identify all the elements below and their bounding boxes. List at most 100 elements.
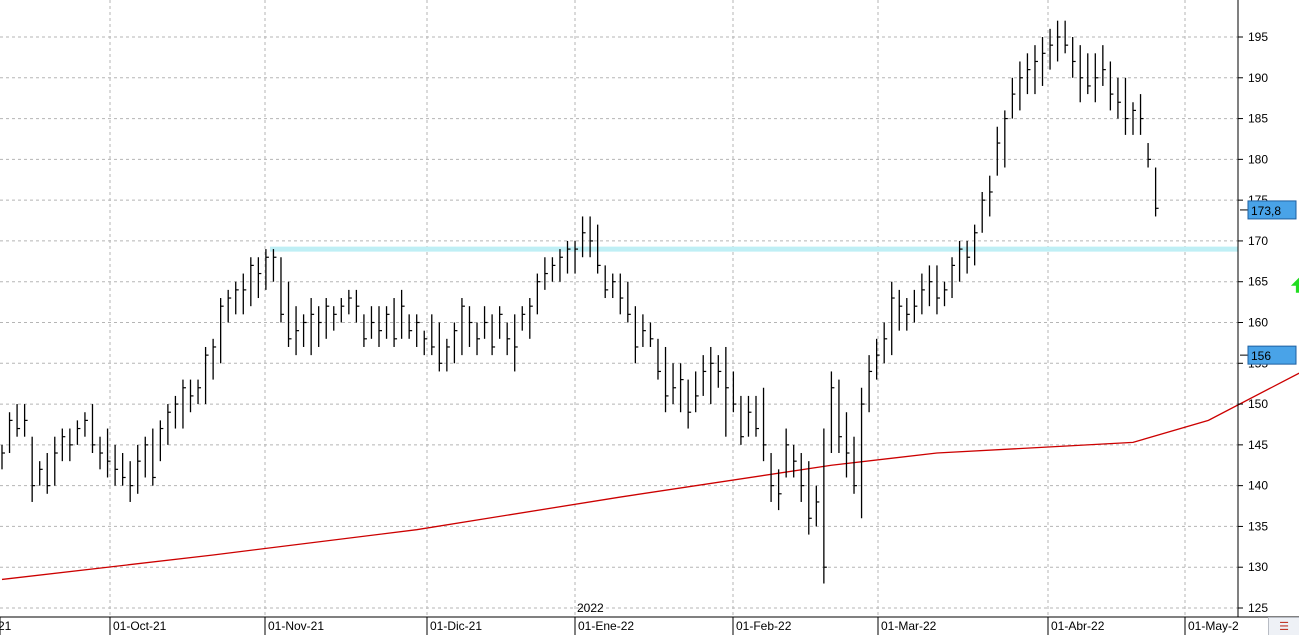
ohlc-bar bbox=[174, 395, 179, 429]
ohlc-bar bbox=[936, 265, 940, 315]
ohlc-bar bbox=[642, 314, 646, 347]
ohlc-bar bbox=[1124, 77, 1129, 135]
y-tick-label: 130 bbox=[1248, 560, 1268, 574]
ohlc-bar bbox=[287, 281, 292, 347]
ohlc-bar bbox=[212, 338, 217, 380]
ohlc-bar bbox=[1064, 20, 1069, 54]
ohlc-bar bbox=[1041, 37, 1046, 86]
ohlc-bar bbox=[1049, 28, 1054, 70]
y-tick-label: 145 bbox=[1248, 438, 1268, 452]
ohlc-bar bbox=[823, 428, 827, 584]
price-labels-layer: 173,8 156 bbox=[1240, 200, 1297, 365]
ohlc-bar bbox=[476, 322, 481, 356]
ohlc-bar bbox=[318, 306, 322, 347]
ohlc-bar bbox=[883, 322, 888, 364]
x-tick-label: 01-Dic-21 bbox=[430, 619, 482, 633]
ohlc-bar bbox=[280, 257, 284, 323]
ohlc-bar bbox=[1094, 53, 1099, 103]
ohlc-bar bbox=[619, 273, 624, 315]
ohlc-bar bbox=[906, 298, 910, 331]
ohlc-bar bbox=[581, 216, 586, 258]
ohlc-bar bbox=[423, 330, 428, 356]
ohlc-bar bbox=[227, 289, 232, 323]
ohlc-bar bbox=[657, 338, 661, 380]
ohlc-bar bbox=[197, 379, 202, 405]
ohlc-bar bbox=[378, 306, 382, 347]
ohlc-bar bbox=[913, 289, 918, 323]
ohlc-bar bbox=[544, 257, 548, 290]
moving-average-line bbox=[1, 372, 1299, 581]
ohlc-bar bbox=[1102, 45, 1106, 86]
y-tick-label: 200 bbox=[1248, 0, 1268, 3]
ohlc-bar bbox=[868, 355, 873, 413]
ohlc-bar bbox=[46, 453, 51, 494]
ohlc-bar bbox=[966, 240, 971, 274]
ohlc-bar bbox=[853, 436, 858, 494]
ohlc-bar bbox=[597, 224, 601, 274]
ohlc-bar bbox=[1079, 45, 1084, 103]
y-tick-label: 195 bbox=[1248, 30, 1268, 44]
ohlc-bar bbox=[672, 363, 677, 405]
ohlc-bar bbox=[446, 338, 450, 372]
x-tick-label: 01-May-2 bbox=[1188, 619, 1239, 633]
ohlc-bar bbox=[808, 461, 812, 535]
ohlc-bar bbox=[536, 273, 541, 315]
ohlc-bar bbox=[921, 273, 925, 315]
ohlc-bar bbox=[604, 265, 609, 299]
ohlc-bar bbox=[793, 444, 797, 478]
x-tick-label: 21 bbox=[0, 619, 12, 633]
ohlc-bar bbox=[695, 371, 699, 413]
ohlc-bar bbox=[348, 289, 352, 315]
ohlc-bar bbox=[1139, 94, 1144, 135]
x-tick-label: 01-Mar-22 bbox=[881, 619, 937, 633]
ohlc-bar bbox=[31, 436, 36, 502]
ohlc-bar bbox=[152, 428, 156, 486]
x-tick-label: 01-Ene-22 bbox=[578, 619, 634, 633]
ohlc-bar bbox=[951, 257, 956, 299]
ohlc-bar bbox=[755, 395, 759, 437]
settings-corner-icon[interactable]: ☰ bbox=[1268, 617, 1299, 635]
ohlc-bar bbox=[408, 314, 413, 339]
ohlc-bar bbox=[204, 346, 209, 405]
ohlc-bar bbox=[242, 273, 247, 315]
ohlc-bar bbox=[295, 306, 300, 356]
ohlc-bar bbox=[265, 249, 269, 290]
ohlc-bar bbox=[710, 346, 714, 405]
ohlc-bar bbox=[747, 395, 752, 437]
ohlc-bar bbox=[235, 281, 239, 315]
ohlc-bar bbox=[1154, 167, 1159, 217]
ohlc-bar bbox=[325, 298, 330, 339]
ohlc-bar bbox=[529, 298, 533, 339]
ohlc-bar bbox=[76, 420, 81, 445]
grid-layer bbox=[0, 0, 1238, 617]
ohlc-bar bbox=[830, 371, 835, 454]
ohlc-bar bbox=[566, 240, 571, 274]
ohlc-bar bbox=[1132, 102, 1136, 135]
ohlc-bar bbox=[777, 469, 782, 511]
ohlc-bar bbox=[1147, 143, 1152, 168]
ohlc-bars-layer bbox=[1, 20, 1159, 584]
ohlc-bar bbox=[891, 281, 895, 356]
ohlc-bar bbox=[898, 289, 903, 331]
ohlc-bar bbox=[483, 306, 488, 339]
ohlc-bar bbox=[679, 363, 684, 413]
ohlc-bar bbox=[310, 298, 315, 356]
y-tick-label: 185 bbox=[1248, 112, 1268, 126]
ohlc-bar bbox=[400, 289, 405, 339]
ohlc-bar bbox=[506, 322, 511, 356]
ohlc-bar bbox=[974, 224, 978, 266]
ohlc-bar bbox=[928, 265, 933, 307]
ohlc-bar bbox=[39, 461, 43, 486]
y-tick-label: 165 bbox=[1248, 275, 1268, 289]
ohlc-bar bbox=[1004, 110, 1008, 168]
ohlc-bar bbox=[1117, 77, 1121, 119]
moving-average-layer bbox=[1, 372, 1299, 581]
y-tick-label: 150 bbox=[1248, 397, 1268, 411]
ohlc-bar bbox=[438, 322, 443, 372]
ohlc-bar bbox=[370, 306, 375, 339]
ohlc-bar bbox=[416, 314, 420, 347]
ohlc-bar bbox=[838, 379, 842, 454]
